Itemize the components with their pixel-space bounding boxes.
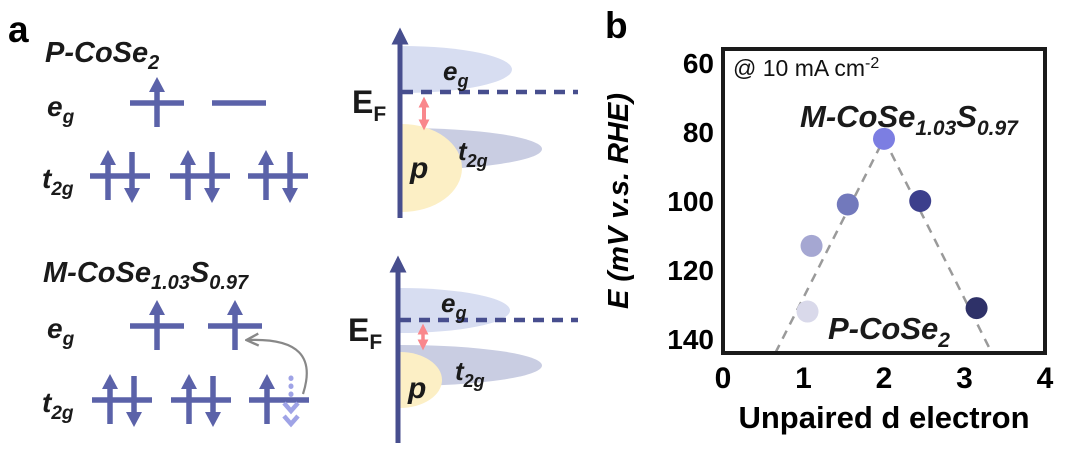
dos-t2g-label: t2g	[455, 356, 485, 391]
up-spin-arrowhead	[181, 374, 197, 389]
y-tick-label: 120	[667, 255, 714, 286]
x-tick-label: 1	[795, 362, 812, 395]
fermi-level-label: EF	[348, 312, 382, 354]
volcano-guide-line	[774, 138, 886, 354]
series-label-p-cose: P-CoSe2	[828, 311, 950, 352]
down-spin-arrowhead	[205, 412, 221, 427]
plot-frame	[721, 47, 1047, 355]
data-point	[909, 190, 932, 212]
t2g-label-2: t2g	[42, 387, 74, 424]
eg-band-lobe	[402, 46, 512, 93]
dos-t2g-label: t2g	[458, 136, 488, 171]
structure-2-title: M-CoSe1.03S0.97	[43, 257, 249, 294]
up-spin-arrowhead	[100, 150, 116, 165]
dos-eg-label: eg	[441, 288, 466, 323]
series-label-m-cose: M-CoSe1.03S0.97	[800, 99, 1019, 140]
dos-p-label: p	[407, 372, 426, 405]
dos-eg-label: eg	[443, 56, 468, 91]
dashed-down-chevron	[282, 401, 300, 415]
data-point	[836, 193, 859, 216]
data-point	[965, 297, 988, 320]
data-point	[800, 234, 823, 257]
up-spin-arrowhead	[149, 300, 165, 315]
up-spin-arrowhead	[227, 300, 243, 315]
p-band-lobe	[402, 124, 462, 212]
panel-a: a P-CoSe2 eg t2g M-CoSe1.03S0.97 eg t2g …	[8, 9, 578, 443]
scatter-points	[796, 127, 988, 323]
y-axis-title: E (mV v.s. RHE)	[603, 93, 635, 309]
up-spin-arrowhead	[259, 374, 275, 389]
eg-label-1: eg	[47, 91, 75, 128]
x-tick-label: 2	[876, 362, 893, 395]
electron-transfer-arrow	[248, 340, 308, 395]
y-tick-label: 80	[683, 117, 714, 148]
data-point	[873, 127, 895, 150]
x-tick-label: 0	[715, 362, 732, 395]
y-tick-label: 60	[683, 48, 714, 79]
down-spin-arrowhead	[282, 188, 298, 203]
down-spin-arrowhead	[204, 188, 220, 203]
x-tick-label: 3	[956, 362, 973, 395]
eg-label-2: eg	[47, 313, 75, 350]
y-tick-label: 140	[667, 324, 714, 355]
up-spin-arrowhead	[180, 150, 196, 165]
structure-1-title: P-CoSe2	[45, 37, 159, 74]
up-spin-arrowhead	[102, 374, 118, 389]
x-axis-title: Unpaired d electron	[738, 400, 1029, 435]
up-spin-arrowhead	[149, 77, 165, 92]
orbital-diagrams	[90, 77, 309, 428]
data-point	[796, 300, 819, 323]
dos-diagram-1: EF eg t2g p	[352, 27, 578, 218]
down-spin-arrowhead	[124, 188, 140, 203]
p-band-lobe	[400, 352, 442, 408]
up-spin-arrowhead	[258, 150, 274, 165]
dashed-down-chevron	[282, 414, 300, 428]
dos-diagram-2: EF eg t2g p	[348, 255, 578, 443]
t2g-label-1: t2g	[42, 163, 74, 200]
current-density-annotation: @ 10 mA cm-2	[733, 55, 879, 81]
y-tick-label: 100	[667, 186, 714, 217]
fermi-level-label: EF	[352, 84, 386, 126]
x-tick-label: 4	[1037, 362, 1054, 395]
panel-a-label: a	[8, 9, 29, 50]
dos-p-label: p	[409, 152, 428, 185]
panel-b-label: b	[605, 5, 628, 46]
down-spin-arrowhead	[126, 412, 142, 427]
